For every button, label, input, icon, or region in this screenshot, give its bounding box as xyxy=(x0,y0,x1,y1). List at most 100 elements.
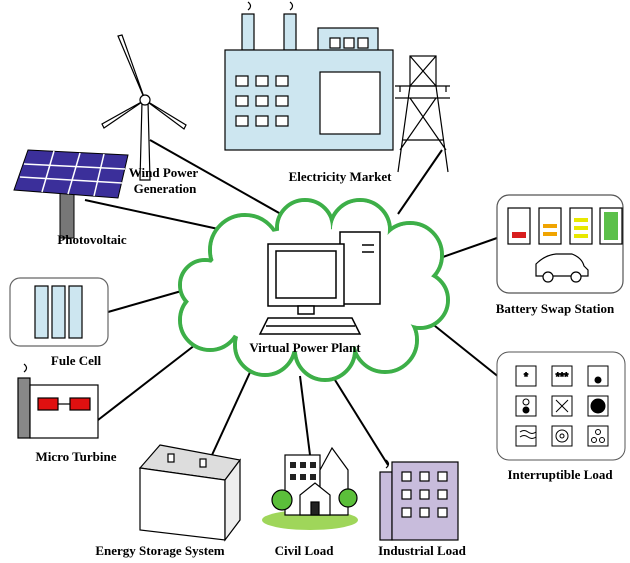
wind-turbine-icon-part xyxy=(140,95,150,105)
power-plant-icon-part-part xyxy=(236,116,248,126)
civil-load-icon-part-part xyxy=(310,462,316,468)
power-plant-icon-part-part xyxy=(236,96,248,106)
micro-turbine-icon-part xyxy=(24,364,27,372)
tower-icon-part xyxy=(398,86,448,172)
fuel-cell-icon-part xyxy=(69,286,82,338)
node-label: Micro Turbine xyxy=(35,449,116,464)
connectors-part xyxy=(430,322,500,378)
battery-station-icon-part-part xyxy=(508,208,530,244)
civil-load-icon-part-part xyxy=(290,474,296,480)
micro-turbine-icon-part xyxy=(70,398,90,410)
battery-station-icon xyxy=(497,195,623,293)
interruptible-panel-icon-part xyxy=(591,399,605,413)
computer-icon-part xyxy=(298,306,314,314)
battery-station-icon-part xyxy=(571,272,581,282)
node-label: Interruptible Load xyxy=(507,467,613,482)
node-label: Photovoltaic xyxy=(57,232,127,247)
interruptible-panel-icon-part xyxy=(595,377,601,383)
connectors-part xyxy=(330,372,388,465)
industrial-load-icon-part-part xyxy=(402,490,411,499)
power-plant-icon-part-part xyxy=(344,38,354,48)
connectors-part xyxy=(85,200,232,232)
industrial-load-icon-part xyxy=(402,472,447,517)
battery-station-icon-part xyxy=(574,226,588,230)
storage-battery-icon-part xyxy=(140,468,225,540)
interruptible-panel-icon-part-part xyxy=(552,426,572,446)
connectors-part xyxy=(440,238,497,258)
battery-station-icon-part xyxy=(543,272,553,282)
industrial-load-icon-part-part xyxy=(420,472,429,481)
storage-battery-icon-part xyxy=(200,459,206,467)
battery-station-icon-part xyxy=(574,234,588,238)
node-label: Wind Power Generation xyxy=(129,165,201,196)
power-plant-icon-part xyxy=(248,2,293,10)
power-plant-icon-part xyxy=(284,14,296,50)
power-plant-icon-part-part xyxy=(358,38,368,48)
micro-turbine-icon xyxy=(18,364,98,438)
power-plant-icon xyxy=(225,2,393,150)
power-plant-icon-part-part xyxy=(276,96,288,106)
civil-load-icon xyxy=(262,448,358,530)
battery-station-icon-part xyxy=(574,218,588,222)
power-plant-icon-part-part xyxy=(320,72,380,134)
wind-turbine-icon-part xyxy=(145,100,186,129)
node-label: Industrial Load xyxy=(378,543,467,558)
civil-load-icon-part-part xyxy=(300,474,306,480)
fuel-cell-icon-part xyxy=(52,286,65,338)
power-plant-icon-part xyxy=(242,14,254,50)
micro-turbine-icon-part xyxy=(38,398,58,410)
label-line: Generation xyxy=(134,181,198,196)
wind-turbine-icon-part xyxy=(102,100,145,128)
power-plant-icon-part-part xyxy=(276,76,288,86)
node-label: Battery Swap Station xyxy=(496,301,615,316)
solar-panel-icon-part xyxy=(60,188,74,238)
node-label: Civil Load xyxy=(275,543,335,558)
civil-load-icon-part xyxy=(311,502,319,515)
center-label: Virtual Power Plant xyxy=(249,340,361,355)
connectors-part xyxy=(108,290,185,312)
industrial-load-icon-part-part xyxy=(420,508,429,517)
diagram: * *** Wind Power Generation xyxy=(0,0,630,563)
battery-station-icon-part xyxy=(543,224,557,228)
battery-station-icon-part xyxy=(512,232,526,238)
connectors-part xyxy=(98,345,195,420)
tower-icon xyxy=(395,56,450,172)
power-plant-icon-part-part xyxy=(256,116,268,126)
connectors-part xyxy=(300,376,310,455)
power-plant-icon-part-part xyxy=(330,38,340,48)
symbol: * xyxy=(524,371,529,383)
micro-turbine-icon-part xyxy=(30,385,98,438)
storage-battery-icon xyxy=(140,445,240,540)
label-line: Wind Power xyxy=(129,165,199,180)
industrial-load-icon-part-part xyxy=(438,508,447,517)
industrial-load-icon-part-part xyxy=(438,490,447,499)
civil-load-icon-part-part xyxy=(300,462,306,468)
civil-load-icon-part-part xyxy=(310,474,316,480)
fuel-cell-icon-part xyxy=(35,286,48,338)
node-label: Energy Storage System xyxy=(95,543,224,558)
solar-panel-icon xyxy=(14,150,128,238)
wind-turbine-icon-part xyxy=(118,35,145,100)
industrial-load-icon xyxy=(380,460,458,540)
solar-panel-icon-part xyxy=(14,150,128,198)
industrial-load-icon-part xyxy=(380,472,392,540)
connectors-part xyxy=(212,368,252,455)
interruptible-panel-icon-part xyxy=(523,407,529,413)
battery-station-icon-part xyxy=(543,232,557,236)
industrial-load-icon-part-part xyxy=(420,490,429,499)
civil-load-icon-part xyxy=(272,490,292,510)
storage-battery-icon-part xyxy=(168,454,174,462)
node-label: Electricity Market xyxy=(289,169,393,184)
industrial-load-icon-part-part xyxy=(402,472,411,481)
page: * *** Wind Power Generation xyxy=(0,0,630,563)
computer-icon-part xyxy=(276,251,336,298)
power-plant-icon-part-part xyxy=(276,116,288,126)
connectors-part xyxy=(398,150,442,214)
power-plant-icon-part-part xyxy=(256,76,268,86)
symbol: *** xyxy=(556,371,570,383)
industrial-load-icon-part-part xyxy=(402,508,411,517)
battery-station-icon-part xyxy=(604,212,618,240)
fuel-cell-icon xyxy=(10,278,108,346)
node-label: Fule Cell xyxy=(51,353,102,368)
industrial-load-icon-part-part xyxy=(438,472,447,481)
